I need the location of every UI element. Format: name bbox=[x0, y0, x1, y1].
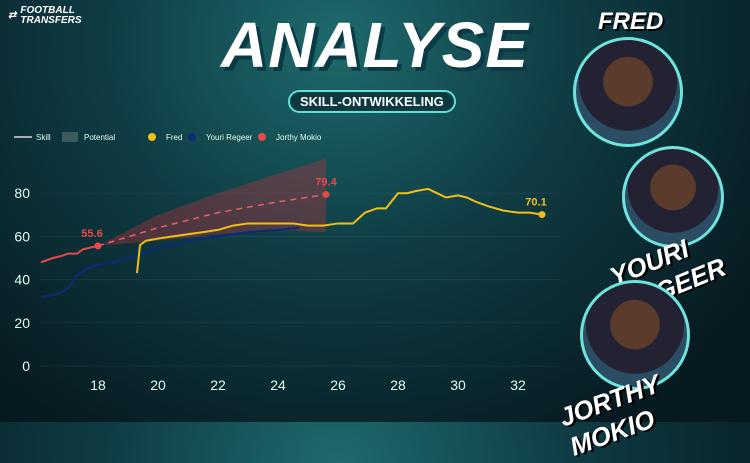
legend-label: Jorthy Mokio bbox=[276, 133, 322, 142]
potential-band bbox=[98, 158, 326, 246]
x-tick-label: 22 bbox=[210, 377, 226, 393]
potential-end-label: 79.4 bbox=[315, 176, 337, 188]
logo: ⇄ FOOTBALL TRANSFERS bbox=[8, 6, 82, 26]
potential-end-point bbox=[322, 190, 330, 198]
end-label-jorthy-mokio: 55.6 bbox=[81, 228, 102, 240]
arrows-icon: ⇄ bbox=[8, 10, 17, 21]
y-tick-label: 40 bbox=[14, 272, 30, 288]
x-tick-label: 18 bbox=[90, 377, 106, 393]
skill-chart: 0 20 40 60 80 18 20 22 24 26 28 30 32 Skill Potential F… bbox=[14, 132, 547, 393]
x-tick-label: 32 bbox=[510, 377, 526, 393]
legend-label: Skill bbox=[36, 133, 51, 142]
potential-line bbox=[97, 193, 327, 247]
series-line-fred bbox=[136, 187, 543, 274]
end-point-jorthy-mokio bbox=[94, 242, 102, 250]
avatar-jorthy-mokio bbox=[580, 280, 690, 390]
end-point-fred bbox=[538, 211, 546, 219]
subtitle-badge: SKILL-ONTWIKKELING bbox=[288, 90, 456, 113]
y-tick-label: 80 bbox=[14, 185, 30, 201]
x-tick-label: 20 bbox=[150, 377, 166, 393]
series-line-jorthy-mokio bbox=[40, 244, 99, 264]
x-tick-label: 28 bbox=[390, 377, 406, 393]
player-name-fred: FRED bbox=[598, 8, 664, 35]
avatar-fred bbox=[573, 37, 683, 147]
x-tick-label: 24 bbox=[270, 377, 286, 393]
x-tick-label: 30 bbox=[450, 377, 466, 393]
legend-swatch-potential bbox=[62, 132, 78, 142]
legend-label: Fred bbox=[166, 133, 182, 142]
logo-line2: TRANSFERS bbox=[20, 15, 82, 26]
logo-line1: FOOTBALL bbox=[20, 5, 75, 16]
avatar-youri-regeer bbox=[622, 146, 724, 248]
y-tick-label: 20 bbox=[14, 315, 30, 331]
legend-swatch bbox=[148, 133, 156, 141]
legend-label: Youri Regeer bbox=[206, 133, 253, 142]
legend-label: Potential bbox=[84, 133, 115, 142]
y-tick-label: 0 bbox=[22, 358, 30, 374]
legend-swatch bbox=[188, 133, 196, 141]
legend-swatch bbox=[258, 133, 266, 141]
page-title: ANALYSE bbox=[220, 9, 530, 81]
series-line-youri-regeer bbox=[40, 226, 300, 298]
x-tick-label: 26 bbox=[330, 377, 346, 393]
end-label-fred: 70.1 bbox=[525, 197, 546, 209]
y-tick-label: 60 bbox=[14, 228, 30, 244]
